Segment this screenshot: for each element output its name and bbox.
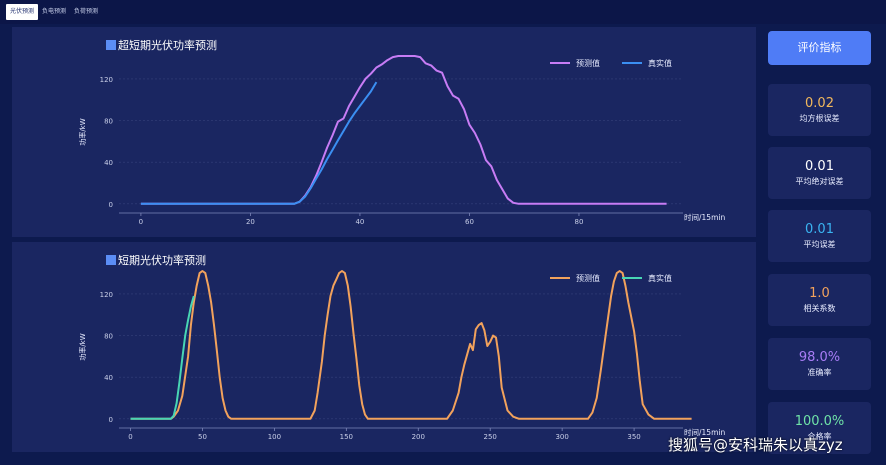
- ultra-short-term-chart-panel: 超短期光伏功率预测 0 40 80 120 0 20 40 60 80 时间/15min 功率/kW 预…: [12, 27, 756, 237]
- x-tick-label: 60: [465, 218, 474, 226]
- y-axis-label: 功率/kW: [78, 333, 87, 360]
- title-marker: [106, 255, 116, 265]
- x-tick-label: 50: [198, 433, 207, 441]
- x-tick-label: 0: [139, 218, 143, 226]
- x-tick-label: 150: [340, 433, 353, 441]
- x-tick-label: 250: [484, 433, 497, 441]
- metric-card-accuracy: 98.0% 准确率: [768, 338, 871, 390]
- x-tick-label: 80: [575, 218, 584, 226]
- y-tick-label: 80: [104, 118, 113, 126]
- short-term-chart: 短期光伏功率预测 0 40 80 120 0 50 100 150 200 250 300 350 时间/…: [78, 253, 725, 441]
- x-axis-label: 时间/15min: [684, 212, 725, 222]
- metric-card-mae: 0.01 平均绝对误差: [768, 147, 871, 199]
- x-tick-label: 350: [627, 433, 640, 441]
- metric-value: 98.0%: [798, 350, 841, 365]
- legend-label: 预测值: [576, 273, 600, 283]
- watermark: 搜狐号@安科瑞朱以真zyz: [668, 436, 843, 454]
- series-line-0: [140, 55, 667, 205]
- y-tick-label: 80: [104, 333, 113, 341]
- legend-label: 预测值: [576, 58, 600, 68]
- metric-value: 0.01: [805, 222, 834, 237]
- metric-card-pass-rate: 100.0% 合格率: [768, 402, 871, 454]
- series-line-1: [140, 81, 378, 205]
- chart-title: 超短期光伏功率预测: [118, 38, 217, 52]
- top-tab-bar: 光伏预测 负电预测 负荷预测: [0, 0, 886, 24]
- chart-title: 短期光伏功率预测: [118, 253, 206, 267]
- tab-pv-forecast[interactable]: 光伏预测: [6, 4, 39, 20]
- x-axis-label: 时间/15min: [684, 427, 725, 437]
- y-tick-label: 0: [109, 201, 113, 209]
- y-tick-label: 120: [100, 76, 113, 84]
- y-tick-label: 40: [104, 374, 113, 382]
- metric-card-correlation: 1.0 相关系数: [768, 274, 871, 326]
- metric-label: 平均误差: [803, 240, 836, 249]
- metric-value: 0.02: [805, 96, 834, 111]
- x-tick-label: 200: [412, 433, 425, 441]
- metric-card-rmse: 0.02 均方根误差: [768, 84, 871, 136]
- title-marker: [106, 40, 116, 50]
- y-tick-label: 40: [104, 159, 113, 167]
- metric-label: 平均绝对误差: [795, 177, 844, 186]
- metric-value: 0.01: [805, 159, 834, 174]
- metric-value: 1.0: [809, 286, 830, 301]
- series-line-1: [130, 295, 195, 420]
- x-tick-label: 20: [246, 218, 255, 226]
- series-line-0: [130, 270, 692, 420]
- ultra-short-term-chart: 超短期光伏功率预测 0 40 80 120 0 20 40 60 80 时间/15min 功率/kW 预…: [78, 38, 725, 226]
- x-tick-label: 100: [268, 433, 281, 441]
- metric-label: 合格率: [807, 432, 832, 441]
- tab-load-forecast[interactable]: 负荷预测: [74, 8, 99, 15]
- x-tick-label: 40: [355, 218, 364, 226]
- metric-value: 100.0%: [794, 414, 845, 429]
- x-tick-label: 0: [128, 433, 132, 441]
- y-tick-label: 0: [109, 416, 113, 424]
- metric-label: 均方根误差: [799, 114, 840, 123]
- metric-card-mean-error: 0.01 平均误差: [768, 210, 871, 262]
- x-tick-label: 300: [555, 433, 568, 441]
- short-term-chart-panel: 短期光伏功率预测 0 40 80 120 0 50 100 150 200 250 300 350 时间/…: [12, 242, 756, 452]
- evaluation-metrics-button[interactable]: 评价指标: [768, 31, 871, 65]
- legend-label: 真实值: [648, 273, 672, 283]
- legend-label: 真实值: [648, 58, 672, 68]
- y-tick-label: 120: [100, 291, 113, 299]
- tab-electricity-forecast[interactable]: 负电预测: [42, 8, 67, 15]
- y-axis-label: 功率/kW: [78, 118, 87, 145]
- metric-label: 准确率: [807, 368, 832, 377]
- metric-label: 相关系数: [803, 304, 836, 313]
